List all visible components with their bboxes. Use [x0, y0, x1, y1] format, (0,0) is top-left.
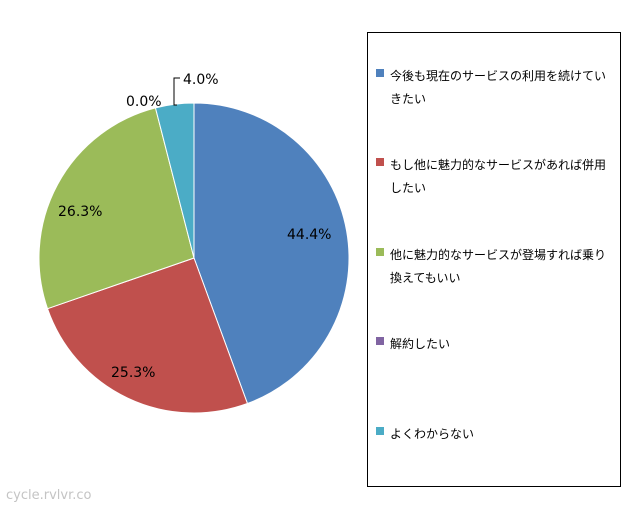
legend-label-3: 解約したい — [390, 337, 451, 351]
legend-label-4: よくわからない — [390, 427, 475, 441]
pie-slices — [38, 102, 350, 414]
legend-item-4: よくわからない — [376, 423, 612, 446]
legend-label-0: 今後も現在のサービスの利用を続けていきたい — [390, 69, 607, 106]
legend-item-3: 解約したい — [376, 333, 612, 356]
legend-item-1: もし他に魅力的なサービスがあれば併用したい — [376, 154, 612, 200]
pie-slice-0 — [193, 102, 350, 405]
watermark: cycle.rvlvr.co — [6, 488, 92, 503]
data-label-1: 25.3% — [111, 365, 155, 381]
legend: 今後も現在のサービスの利用を続けていきたい もし他に魅力的なサービスがあれば併用… — [367, 32, 621, 487]
data-label-4: 4.0% — [183, 72, 219, 88]
legend-swatch-2 — [376, 248, 384, 256]
legend-item-2: 他に魅力的なサービスが登場すれば乗り換えてもいい — [376, 244, 612, 290]
legend-swatch-3 — [376, 337, 384, 345]
data-label-3: 0.0% — [126, 94, 162, 110]
legend-swatch-1 — [376, 158, 384, 166]
legend-label-2: 他に魅力的なサービスが登場すれば乗り換えてもいい — [390, 248, 607, 285]
legend-swatch-4 — [376, 427, 384, 435]
pie-slice-2 — [38, 107, 195, 310]
legend-label-1: もし他に魅力的なサービスがあれば併用したい — [390, 158, 607, 195]
label-leader-line — [173, 77, 180, 106]
pie-slice-1 — [46, 257, 249, 414]
pie-slice-4 — [154, 102, 195, 259]
legend-swatch-0 — [376, 69, 384, 77]
data-labels: 44.4% 25.3% 26.3% 0.0% 4.0% — [58, 72, 331, 381]
legend-item-0: 今後も現在のサービスの利用を続けていきたい — [376, 65, 612, 111]
data-label-0: 44.4% — [287, 227, 331, 243]
data-label-2: 26.3% — [58, 204, 102, 220]
